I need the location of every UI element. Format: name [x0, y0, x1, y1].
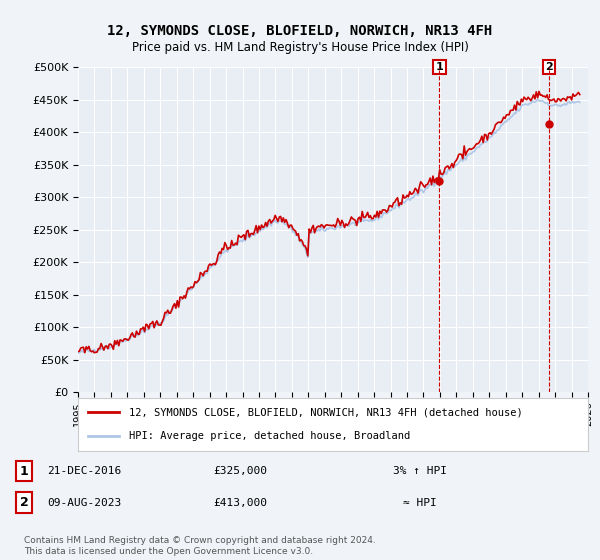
Text: 12, SYMONDS CLOSE, BLOFIELD, NORWICH, NR13 4FH: 12, SYMONDS CLOSE, BLOFIELD, NORWICH, NR…: [107, 24, 493, 38]
Text: ≈ HPI: ≈ HPI: [403, 498, 437, 507]
Text: HPI: Average price, detached house, Broadland: HPI: Average price, detached house, Broa…: [129, 431, 410, 441]
Text: 3% ↑ HPI: 3% ↑ HPI: [393, 466, 447, 476]
Text: 2: 2: [20, 496, 28, 509]
Text: 2: 2: [545, 62, 553, 72]
Text: 1: 1: [20, 465, 28, 478]
Text: £325,000: £325,000: [213, 466, 267, 476]
Text: 12, SYMONDS CLOSE, BLOFIELD, NORWICH, NR13 4FH (detached house): 12, SYMONDS CLOSE, BLOFIELD, NORWICH, NR…: [129, 408, 523, 418]
Text: Contains HM Land Registry data © Crown copyright and database right 2024.
This d: Contains HM Land Registry data © Crown c…: [24, 536, 376, 556]
Text: 1: 1: [436, 62, 443, 72]
Text: 09-AUG-2023: 09-AUG-2023: [47, 498, 121, 507]
Text: Price paid vs. HM Land Registry's House Price Index (HPI): Price paid vs. HM Land Registry's House …: [131, 41, 469, 54]
Text: 21-DEC-2016: 21-DEC-2016: [47, 466, 121, 476]
Text: £413,000: £413,000: [213, 498, 267, 507]
